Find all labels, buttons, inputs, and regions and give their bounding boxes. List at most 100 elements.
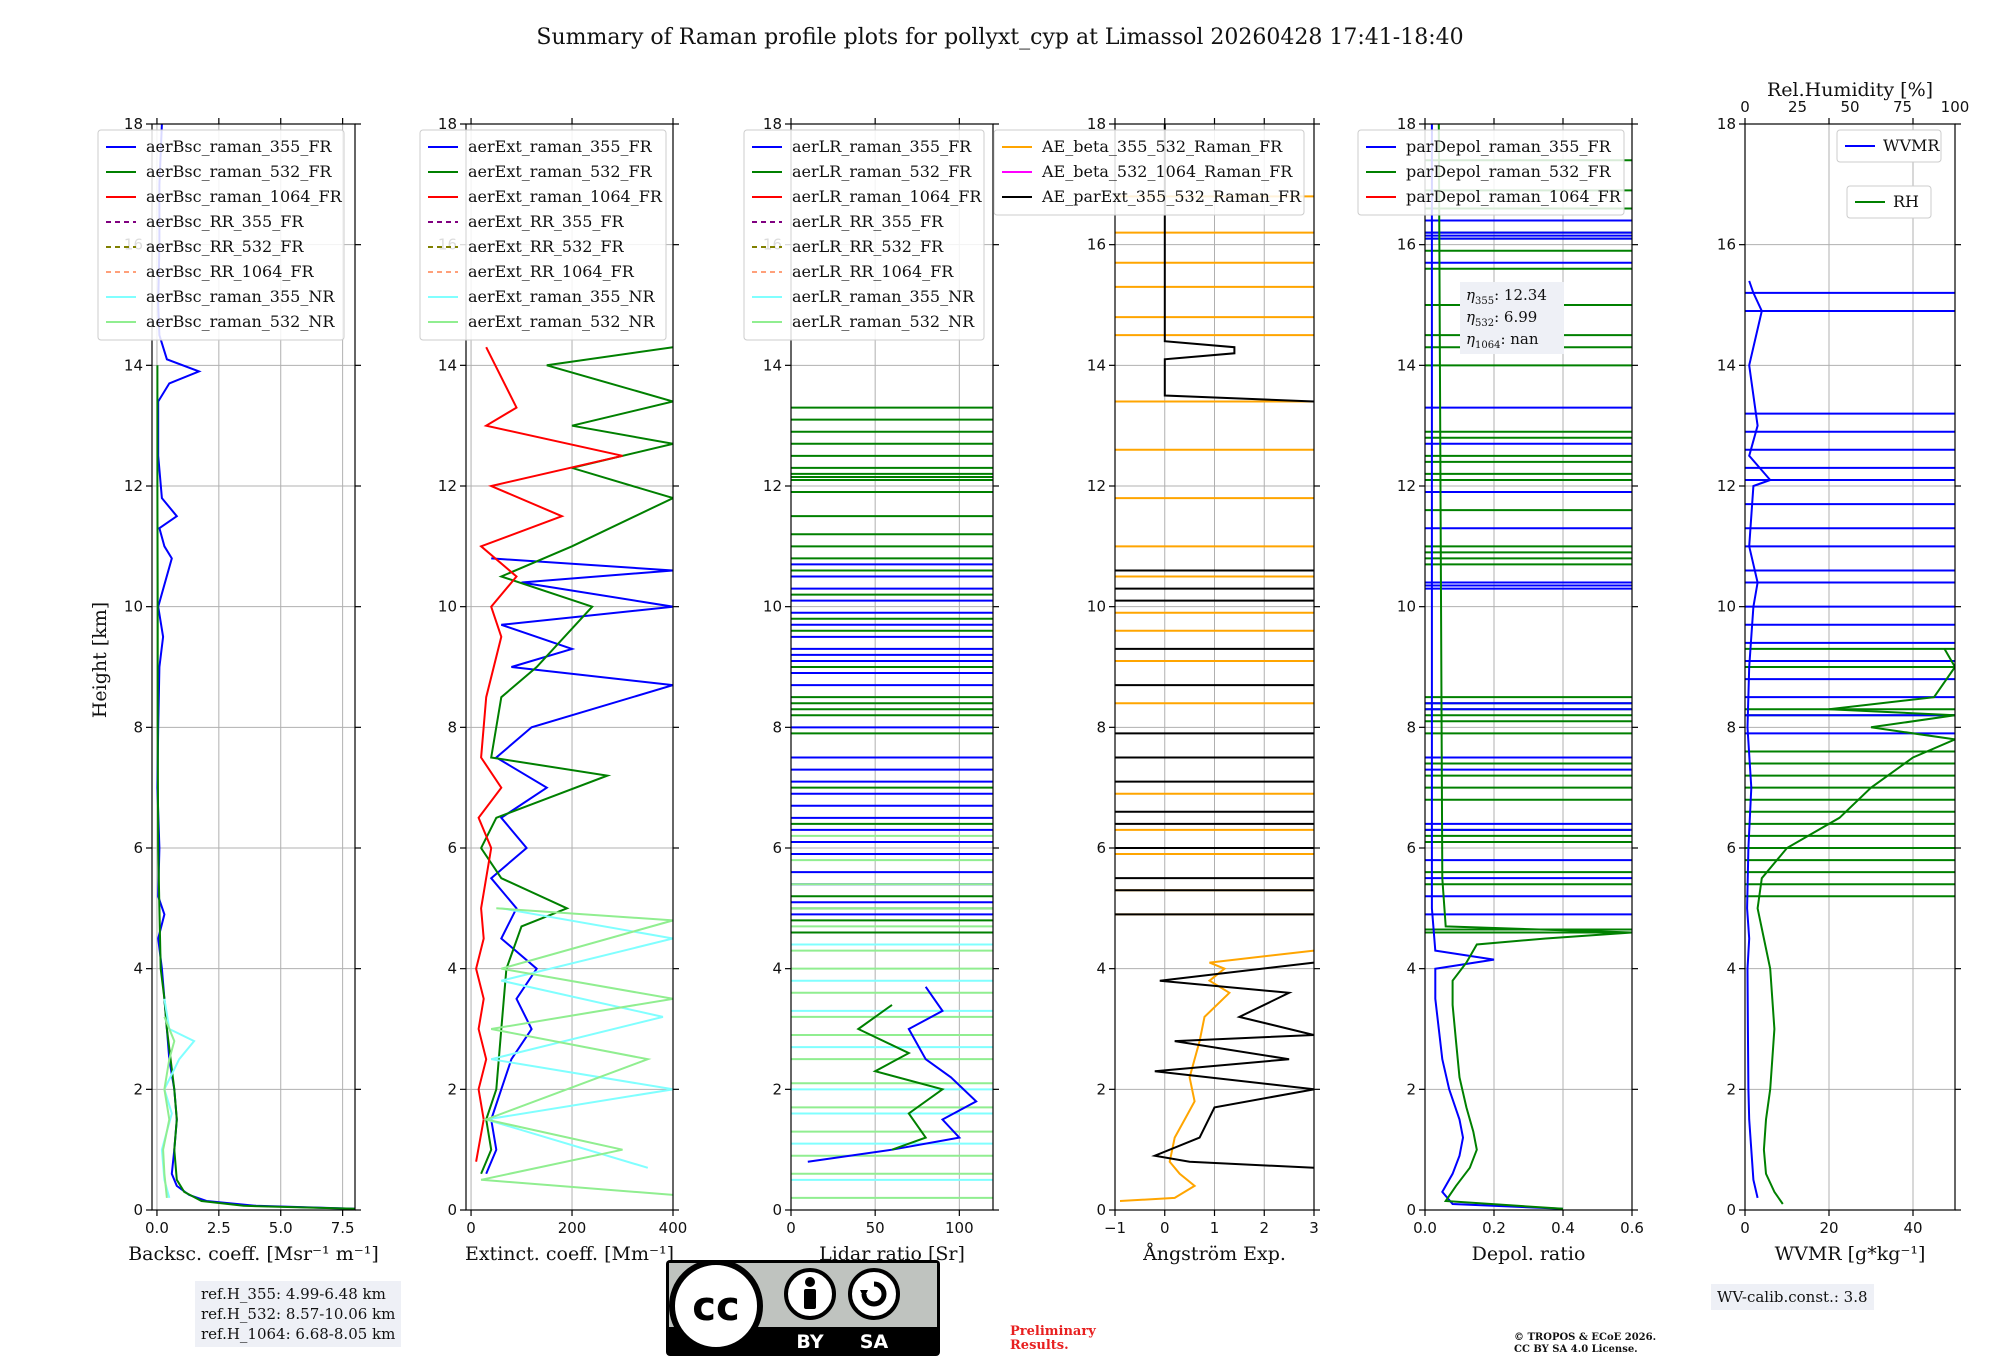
sa-label: SA — [860, 1331, 889, 1353]
series-line-RH — [1756, 648, 1955, 1205]
y-tick-label: 0 — [447, 1201, 457, 1219]
y-tick-label: 0 — [1726, 1201, 1736, 1219]
y-tick-label: 18 — [1087, 115, 1106, 133]
x-axis-label: Ångström Exp. — [1142, 1243, 1286, 1265]
y-tick-label: 12 — [124, 477, 143, 495]
x-tick-label: 400 — [659, 1219, 688, 1237]
y-tick-label: 16 — [1397, 236, 1416, 254]
y-tick-label: 14 — [1087, 356, 1106, 374]
legend-box — [419, 129, 667, 341]
legend-label: AE_beta_532_1064_Raman_FR — [1041, 162, 1293, 181]
series-line-aerBsc_raman_532_NR — [162, 1016, 176, 1199]
y-tick-label: 8 — [133, 718, 143, 736]
copyright-note: © TROPOS & ECoE 2026. CC BY SA 4.0 Licen… — [1514, 1332, 1656, 1356]
x-tick-label: 2 — [1259, 1219, 1269, 1237]
y-tick-label: 8 — [1406, 718, 1416, 736]
panel-lr: 024681012141618050100Lidar ratio [Sr]aer… — [743, 115, 999, 1265]
y-tick-label: 6 — [133, 839, 143, 857]
data-layer — [156, 124, 355, 1210]
x-axis-label: Backsc. coeff. [Msr⁻¹ m⁻¹] — [128, 1243, 379, 1265]
legend: AE_beta_355_532_Raman_FR AE_beta_532_1064… — [993, 129, 1305, 216]
legend-label: WVMR — [1883, 136, 1940, 155]
legend-label: aerExt_raman_355_NR — [468, 287, 656, 306]
series-line-aerExt_raman_532_NR — [480, 907, 673, 1196]
legend-wvmr: WVMR — [1836, 129, 1942, 163]
legend-label: aerLR_raman_1064_FR — [792, 187, 982, 206]
series-line-aerExt_raman_1064_FR — [475, 346, 623, 1162]
x-tick-label: 1 — [1210, 1219, 1220, 1237]
legend-label: aerBsc_raman_355_FR — [146, 137, 332, 156]
x-tick-label: 100 — [945, 1219, 974, 1237]
legend-label: aerExt_raman_355_FR — [468, 137, 653, 156]
cc-by-sa-license-badge: cc BY SA — [666, 1260, 940, 1356]
preliminary-line-2: Results. — [1010, 1338, 1069, 1353]
y-tick-label: 4 — [133, 960, 143, 978]
y-tick-label: 14 — [763, 356, 782, 374]
x-tick-label: 200 — [558, 1219, 587, 1237]
y-tick-label: 12 — [1397, 477, 1416, 495]
by-label: BY — [796, 1331, 823, 1353]
y-tick-label: 10 — [124, 598, 143, 616]
figure-title: Summary of Raman profile plots for polly… — [536, 25, 1463, 50]
x-axis-label: Depol. ratio — [1472, 1243, 1586, 1265]
y-tick-label: 2 — [772, 1080, 782, 1098]
legend-label: aerExt_raman_532_FR — [468, 162, 653, 181]
x-tick-label: 0.6 — [1620, 1219, 1644, 1237]
preliminary-line-1: Preliminary — [1010, 1324, 1096, 1339]
x-tick-label: 0 — [1740, 1219, 1750, 1237]
legend-label: aerBsc_raman_355_NR — [146, 287, 335, 306]
series-line-parDepol_raman_532_FR — [1437, 124, 1632, 1210]
legend: parDepol_raman_355_FR parDepol_raman_532_… — [1357, 129, 1625, 216]
y-tick-label: 2 — [133, 1080, 143, 1098]
series-line-AE_parExt_355_532_Raman_FR — [1151, 961, 1314, 1169]
legend-label: aerBsc_raman_1064_FR — [146, 187, 343, 206]
legend-label: aerLR_RR_355_FR — [792, 212, 944, 231]
legend-label: aerLR_raman_355_NR — [792, 287, 975, 306]
top-tick-label: 25 — [1788, 98, 1807, 116]
y-tick-label: 8 — [1096, 718, 1106, 736]
top-tick-label: 100 — [1941, 98, 1970, 116]
series-line-aerExt_raman_355_NR — [485, 907, 673, 1169]
cc-icon-text: cc — [692, 1284, 739, 1330]
copyright-line-1: © TROPOS & ECoE 2026. — [1514, 1332, 1657, 1343]
eta-1064: η1064: nan — [1466, 330, 1539, 351]
data-layer — [475, 346, 673, 1196]
series-line-AE_parExt_upper — [1163, 124, 1314, 403]
legend-label: aerExt_RR_355_FR — [468, 212, 625, 231]
series-line-aerLR_raman_532_FR — [856, 1004, 945, 1151]
y-tick-label: 6 — [772, 839, 782, 857]
top-tick-label: 50 — [1840, 98, 1859, 116]
y-tick-label: 16 — [1717, 236, 1736, 254]
legend-label: aerLR_raman_532_FR — [792, 162, 972, 181]
x-tick-label: 2.5 — [207, 1219, 231, 1237]
y-tick-label: 16 — [1087, 236, 1106, 254]
axes-frame — [790, 123, 994, 1211]
axes-frame — [1744, 123, 1956, 1211]
data-layer — [1745, 280, 1955, 1205]
x-tick-label: −1 — [1104, 1219, 1126, 1237]
y-tick-label: 6 — [1726, 839, 1736, 857]
legend-label: aerExt_raman_1064_FR — [468, 187, 663, 206]
x-tick-label: 5.0 — [269, 1219, 293, 1237]
y-tick-label: 4 — [1726, 960, 1736, 978]
top-tick-label: 75 — [1893, 98, 1912, 116]
legend-label: aerExt_RR_1064_FR — [468, 262, 635, 281]
x-tick-label: 40 — [1903, 1219, 1922, 1237]
y-tick-label: 4 — [1406, 960, 1416, 978]
y-tick-label: 2 — [1406, 1080, 1416, 1098]
data-layer — [1425, 124, 1632, 1210]
data-layer — [1115, 124, 1314, 1202]
y-tick-label: 8 — [447, 718, 457, 736]
y-tick-label: 0 — [1406, 1201, 1416, 1219]
y-tick-label: 10 — [1397, 598, 1416, 616]
legend-box — [1836, 129, 1942, 163]
y-tick-label: 4 — [1096, 960, 1106, 978]
y-tick-label: 18 — [763, 115, 782, 133]
y-tick-label: 6 — [1406, 839, 1416, 857]
y-tick-label: 0 — [772, 1201, 782, 1219]
y-tick-label: 14 — [124, 356, 143, 374]
